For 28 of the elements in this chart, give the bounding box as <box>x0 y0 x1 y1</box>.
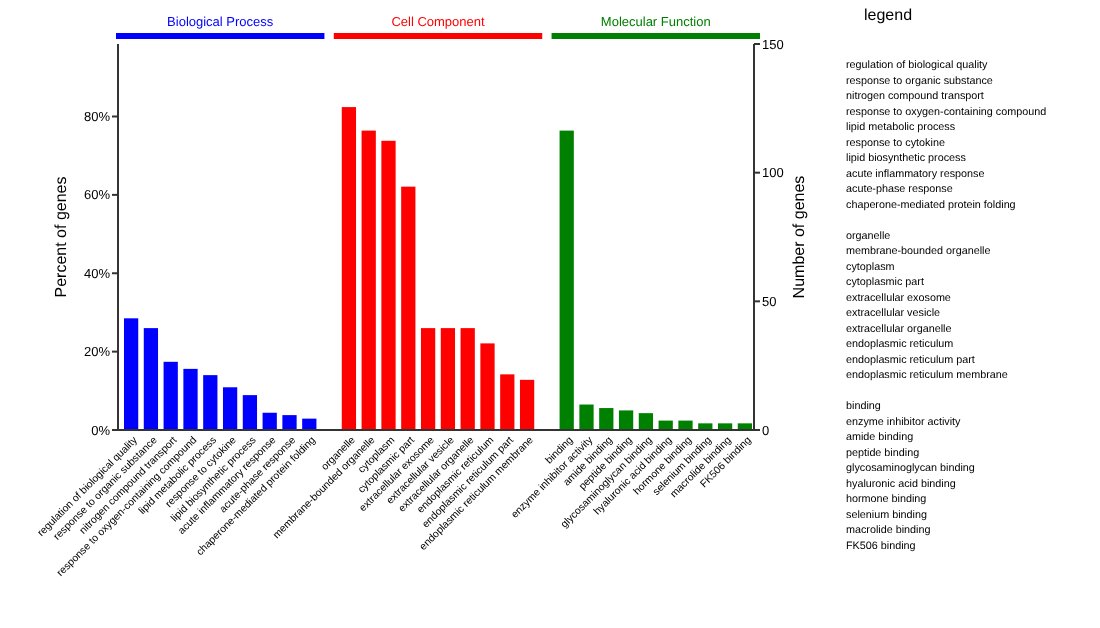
y2-axis-title: Number of genes <box>790 175 808 299</box>
bar <box>203 375 218 430</box>
bar <box>500 374 515 430</box>
bar <box>599 408 614 430</box>
bar <box>262 412 277 430</box>
bar <box>519 379 535 430</box>
bar <box>183 368 198 430</box>
bar <box>222 387 238 430</box>
bar <box>460 328 475 430</box>
bar <box>440 328 456 430</box>
bar <box>559 130 574 430</box>
bar <box>242 395 258 430</box>
bar <box>143 328 159 430</box>
text: legend <box>864 6 913 24</box>
bar <box>381 140 396 430</box>
bar <box>282 415 297 430</box>
bar <box>579 404 594 430</box>
bar <box>123 318 139 430</box>
bar <box>678 420 693 430</box>
bar <box>341 107 357 430</box>
bar <box>401 186 416 430</box>
bar <box>420 328 436 430</box>
bar <box>361 130 376 430</box>
bar <box>618 410 634 430</box>
bar <box>480 343 495 430</box>
y-axis-title: Percent of genes <box>52 176 70 298</box>
bar <box>163 361 178 430</box>
bar <box>638 413 654 430</box>
